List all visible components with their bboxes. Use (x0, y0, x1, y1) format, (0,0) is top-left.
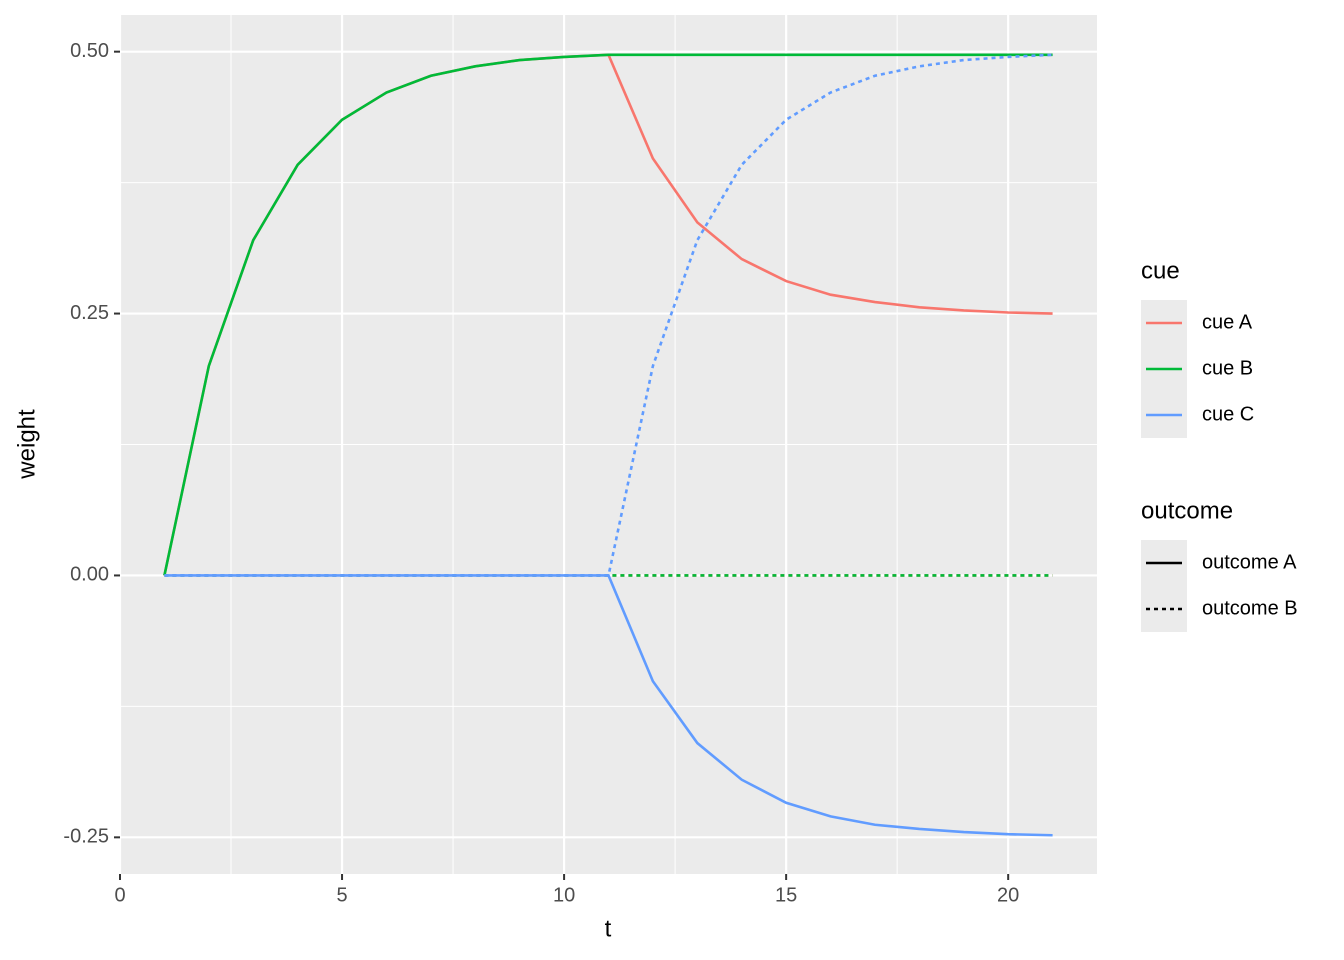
series-line (163, 53, 1053, 576)
legend-title: outcome (1141, 497, 1233, 524)
legend-label: outcome B (1202, 597, 1298, 619)
legend-label: cue C (1202, 403, 1254, 425)
x-axis-title: t (605, 915, 612, 942)
x-tick-label: 20 (997, 884, 1019, 906)
legend-label: cue B (1202, 357, 1253, 379)
x-tick-label: 5 (336, 884, 347, 906)
series-line (164, 574, 1053, 837)
y-tick-label: -0.25 (63, 826, 109, 848)
legend-label: outcome A (1202, 551, 1297, 573)
y-axis-title: weight (13, 409, 40, 480)
y-tick-label: 0.25 (70, 302, 109, 324)
x-tick-label: 15 (775, 884, 797, 906)
x-tick-label: 0 (114, 884, 125, 906)
series-line (164, 53, 1053, 577)
y-tick-label: 0.50 (70, 40, 109, 62)
y-tick-label: 0.00 (70, 564, 109, 586)
legend-title: cue (1141, 257, 1180, 284)
legend-label: cue A (1202, 311, 1253, 333)
x-tick-label: 10 (553, 884, 575, 906)
